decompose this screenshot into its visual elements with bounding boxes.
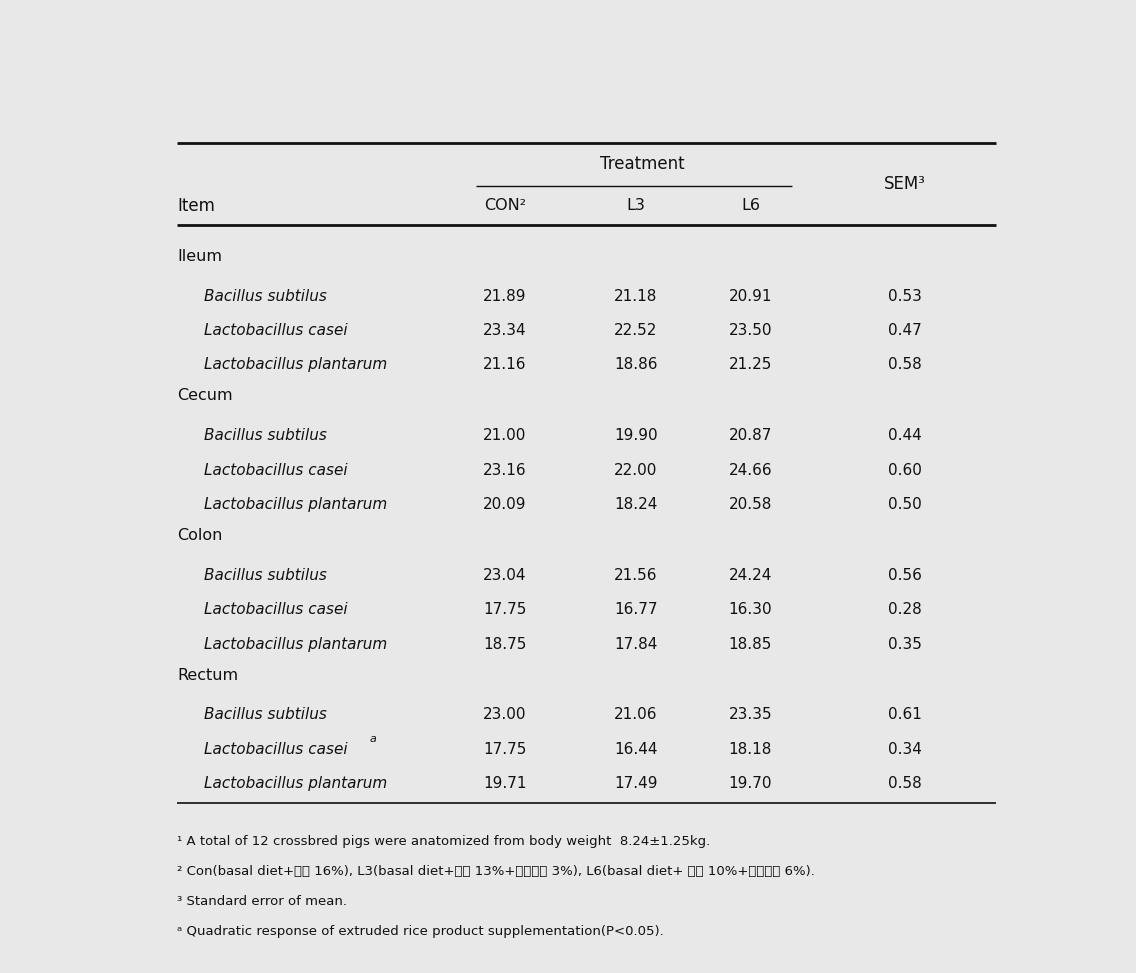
Text: 0.56: 0.56 (887, 567, 921, 583)
Text: L3: L3 (626, 198, 645, 213)
Text: 17.75: 17.75 (483, 602, 526, 617)
Text: Bacillus subtilus: Bacillus subtilus (203, 707, 326, 722)
Text: 0.28: 0.28 (887, 602, 921, 617)
Text: ³ Standard error of mean.: ³ Standard error of mean. (177, 895, 348, 908)
Text: 23.16: 23.16 (483, 462, 527, 478)
Text: 19.70: 19.70 (728, 776, 772, 791)
Text: 21.25: 21.25 (729, 357, 772, 373)
Text: 17.75: 17.75 (483, 741, 526, 757)
Text: SEM³: SEM³ (884, 175, 926, 194)
Text: 16.30: 16.30 (728, 602, 772, 617)
Text: 16.77: 16.77 (615, 602, 658, 617)
Text: 22.52: 22.52 (615, 323, 658, 338)
Text: 21.06: 21.06 (615, 707, 658, 722)
Text: 21.89: 21.89 (483, 289, 527, 304)
Text: Lactobacillus casei: Lactobacillus casei (203, 323, 348, 338)
Text: 18.75: 18.75 (483, 636, 526, 652)
Text: Bacillus subtilus: Bacillus subtilus (203, 428, 326, 443)
Text: L6: L6 (741, 198, 760, 213)
Text: 19.71: 19.71 (483, 776, 527, 791)
Text: 21.18: 21.18 (615, 289, 658, 304)
Text: 0.53: 0.53 (887, 289, 921, 304)
Text: ᵃ Quadratic response of extruded rice product supplementation(P<0.05).: ᵃ Quadratic response of extruded rice pr… (177, 925, 663, 938)
Text: 0.60: 0.60 (887, 462, 921, 478)
Text: 0.35: 0.35 (887, 636, 921, 652)
Text: 0.50: 0.50 (887, 497, 921, 512)
Text: Treatment: Treatment (600, 155, 685, 173)
Text: Colon: Colon (177, 528, 223, 543)
Text: 20.87: 20.87 (729, 428, 772, 443)
Text: Lactobacillus plantarum: Lactobacillus plantarum (203, 497, 387, 512)
Text: 21.16: 21.16 (483, 357, 527, 373)
Text: 24.24: 24.24 (729, 567, 772, 583)
Text: 23.35: 23.35 (728, 707, 772, 722)
Text: 23.00: 23.00 (483, 707, 527, 722)
Text: 18.86: 18.86 (615, 357, 658, 373)
Text: 21.00: 21.00 (483, 428, 526, 443)
Text: Lactobacillus plantarum: Lactobacillus plantarum (203, 636, 387, 652)
Text: 23.50: 23.50 (728, 323, 772, 338)
Text: 18.24: 18.24 (615, 497, 658, 512)
Text: CON²: CON² (484, 198, 526, 213)
Text: Lactobacillus casei: Lactobacillus casei (203, 741, 348, 757)
Text: Bacillus subtilus: Bacillus subtilus (203, 289, 326, 304)
Text: 20.58: 20.58 (729, 497, 772, 512)
Text: 0.61: 0.61 (887, 707, 921, 722)
Text: 19.90: 19.90 (613, 428, 658, 443)
Text: Lactobacillus casei: Lactobacillus casei (203, 602, 348, 617)
Text: 20.91: 20.91 (728, 289, 772, 304)
Text: 23.34: 23.34 (483, 323, 527, 338)
Text: ¹ A total of 12 crossbred pigs were anatomized from body weight  8.24±1.25kg.: ¹ A total of 12 crossbred pigs were anat… (177, 835, 710, 848)
Text: Lactobacillus plantarum: Lactobacillus plantarum (203, 357, 387, 373)
Text: a: a (369, 734, 376, 744)
Text: 0.34: 0.34 (887, 741, 921, 757)
Text: 16.44: 16.44 (615, 741, 658, 757)
Text: 0.58: 0.58 (887, 776, 921, 791)
Text: Item: Item (177, 197, 215, 215)
Text: 17.49: 17.49 (615, 776, 658, 791)
Text: Ileum: Ileum (177, 249, 223, 264)
Text: Lactobacillus plantarum: Lactobacillus plantarum (203, 776, 387, 791)
Text: 23.04: 23.04 (483, 567, 527, 583)
Text: 18.18: 18.18 (729, 741, 772, 757)
Text: 0.47: 0.47 (887, 323, 921, 338)
Text: 0.58: 0.58 (887, 357, 921, 373)
Text: Lactobacillus casei: Lactobacillus casei (203, 462, 348, 478)
Text: 21.56: 21.56 (615, 567, 658, 583)
Text: 24.66: 24.66 (728, 462, 772, 478)
Text: ² Con(basal diet+유당 16%), L3(basal diet+유당 13%+쌍가공품 3%), L6(basal diet+ 유당 10%+쌍: ² Con(basal diet+유당 16%), L3(basal diet+… (177, 865, 816, 878)
Text: 18.85: 18.85 (729, 636, 772, 652)
Text: Cecum: Cecum (177, 388, 233, 404)
Text: 17.84: 17.84 (615, 636, 658, 652)
Text: 22.00: 22.00 (615, 462, 658, 478)
Text: 20.09: 20.09 (483, 497, 527, 512)
Text: Bacillus subtilus: Bacillus subtilus (203, 567, 326, 583)
Text: Rectum: Rectum (177, 667, 239, 683)
Text: 0.44: 0.44 (887, 428, 921, 443)
